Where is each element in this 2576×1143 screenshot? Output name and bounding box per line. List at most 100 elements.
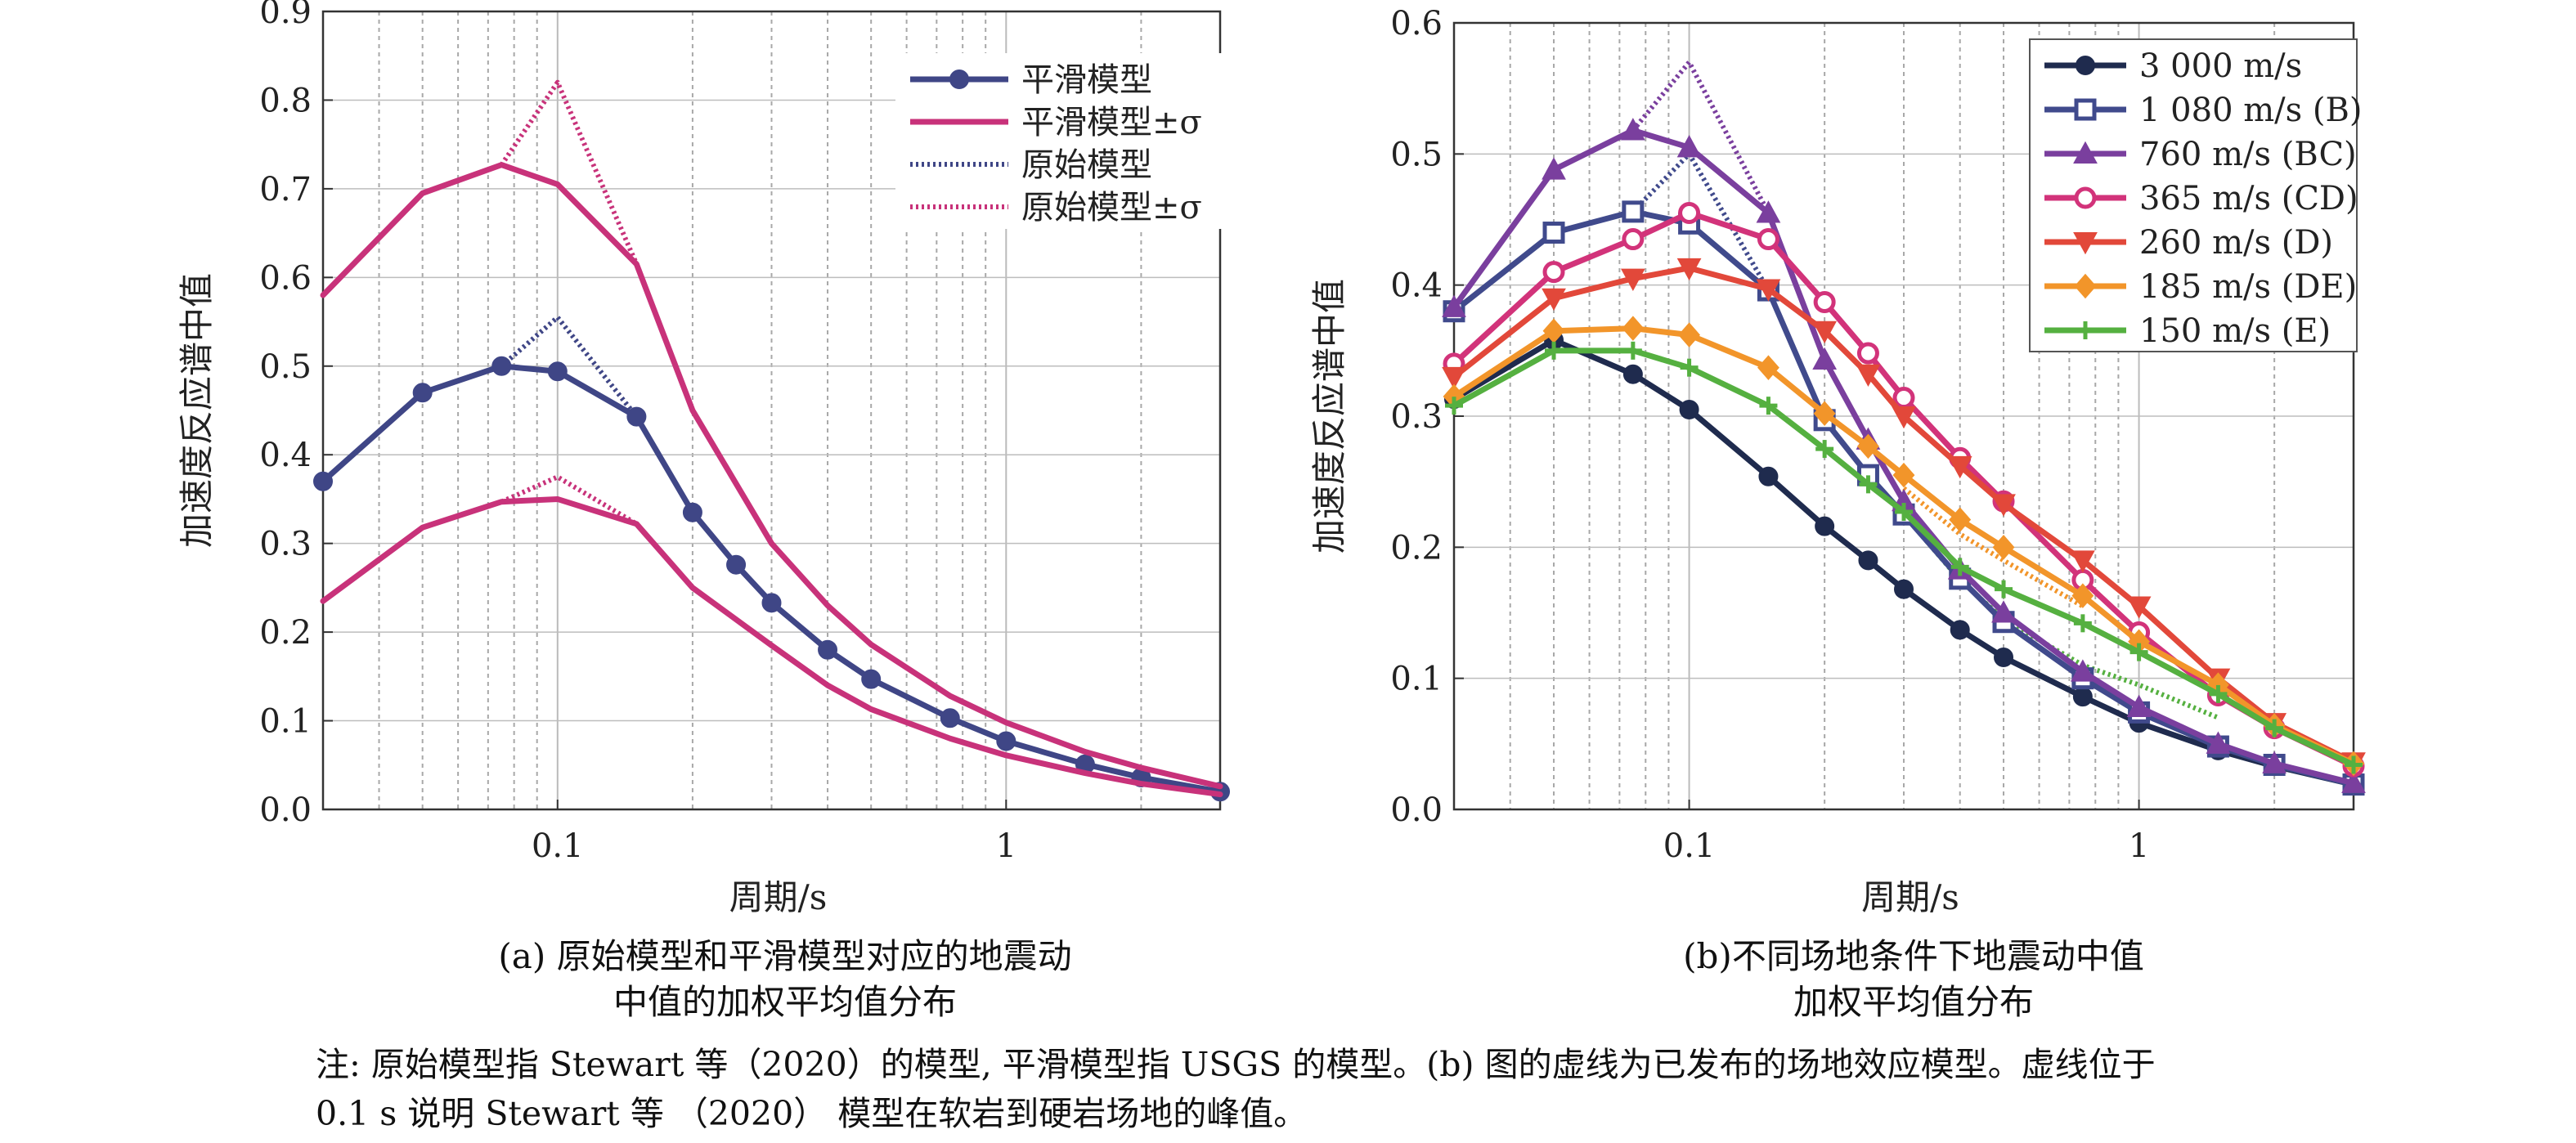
- c1-point: [2126, 596, 2152, 619]
- c1-point: [2070, 659, 2095, 682]
- c1-ytick-label: 0.1: [1390, 661, 1443, 698]
- c1-point: [1995, 580, 2013, 598]
- c1-series-4: [1442, 258, 2366, 775]
- c0-series-line: [499, 79, 640, 266]
- c1-series-line: [1631, 60, 1771, 214]
- c0-ytick-label: 0.1: [259, 703, 312, 741]
- c1-point: [2073, 141, 2098, 164]
- c1-point: [1894, 579, 1914, 599]
- c0-xtick-label: 1: [996, 827, 1016, 865]
- c1-point: [1813, 401, 1836, 427]
- c1-point: [1757, 355, 1779, 380]
- c1-point: [2071, 583, 2094, 608]
- c1-point: [1858, 550, 1878, 571]
- c1-series-5: [1443, 316, 2365, 777]
- c1-point: [1759, 397, 1778, 415]
- c0-ytick-label: 0.9: [259, 0, 312, 31]
- c1-point: [1991, 600, 2016, 623]
- c1-point: [2129, 643, 2148, 661]
- c0-point: [940, 708, 960, 728]
- c1-point: [1442, 294, 1466, 317]
- c1-point: [1622, 364, 1643, 384]
- c1-point: [2070, 550, 2095, 573]
- c1-point: [1622, 316, 1645, 341]
- c1-legend-label: 150 m/s (E): [2139, 312, 2331, 350]
- c1-point: [1812, 347, 1838, 370]
- c1-legend-label: 365 m/s (CD): [2139, 180, 2358, 217]
- caption-a-line1: (a) 原始模型和平滑模型对应的地震动: [498, 936, 1072, 976]
- caption-a: (a) 原始模型和平滑模型对应的地震动 中值的加权平均值分布: [323, 934, 1247, 1025]
- c1-point: [2074, 273, 2097, 299]
- c1-ytick-label: 0.0: [1390, 791, 1443, 829]
- c1-point: [2265, 719, 2284, 737]
- c1-ytick-label: 0.3: [1390, 398, 1443, 436]
- c1-point: [1758, 466, 1779, 486]
- c1-point: [2076, 321, 2094, 339]
- c1-point: [1859, 475, 1878, 494]
- c0-legend-label: 原始模型±σ: [1021, 189, 1202, 226]
- c0-point: [412, 383, 433, 403]
- c1-point: [1856, 342, 1879, 365]
- c0-series-line: [500, 315, 639, 419]
- c0-point: [313, 471, 333, 491]
- chart-b: 0.0 0.1 0.2 0.3 0.4 0.5 0.6 0.1 1 周期/s 加速度反应谱中值 3 0…: [1309, 5, 2366, 917]
- c1-point: [2074, 98, 2097, 121]
- c0-point: [547, 361, 568, 382]
- c0-series-4: [499, 79, 640, 266]
- c0-series-line: [320, 162, 1223, 790]
- c1-ytick-label: 0.6: [1390, 5, 1443, 43]
- c1-point: [2073, 232, 2098, 255]
- c1-xtick-label: 1: [2129, 827, 2149, 865]
- c0-xtick-label: 0.1: [532, 827, 584, 865]
- c1-point: [1815, 516, 1835, 536]
- c1-point: [1545, 341, 1564, 360]
- c1-legend-label: 185 m/s (DE): [2139, 268, 2357, 306]
- c0-series-5: [500, 474, 638, 527]
- c1-point: [1542, 288, 1566, 311]
- c0-point: [726, 554, 747, 575]
- c1-xlabel: 周期/s: [1861, 877, 1959, 917]
- c0-ylabel: 加速度反应谱中值: [177, 273, 217, 548]
- c0-point: [626, 406, 647, 427]
- c1-point: [1892, 406, 1916, 429]
- c1-point: [1950, 620, 1970, 640]
- c0-grid: [323, 11, 1220, 809]
- c1-point: [1812, 320, 1838, 344]
- caption-b-line1: (b)不同场地条件下地震动中值: [1683, 936, 2144, 976]
- c1-legend-label: 260 m/s (D): [2139, 224, 2333, 262]
- c0-series-3: [500, 315, 639, 419]
- c1-series-8: [1631, 60, 1771, 214]
- c1-point: [1992, 535, 2015, 560]
- c1-point: [1676, 258, 1702, 281]
- c1-point: [1620, 268, 1645, 291]
- c1-point: [1950, 558, 1969, 576]
- c1-xtick-label: 0.1: [1663, 827, 1716, 865]
- c0-point: [761, 593, 782, 613]
- c1-point: [1620, 118, 1645, 141]
- c0-ytick-label: 0.5: [259, 348, 312, 386]
- c0-point: [818, 639, 838, 660]
- c1-point: [1892, 462, 1915, 488]
- c1-point: [1994, 648, 2014, 668]
- c1-point: [1892, 387, 1915, 410]
- c1-series-6: [1445, 341, 2363, 774]
- c0-legend-label: 平滑模型±σ: [1021, 104, 1202, 141]
- c1-point: [1622, 228, 1645, 251]
- c0-ytick-label: 0.8: [259, 82, 312, 119]
- c1-point: [2073, 614, 2092, 633]
- c1-point: [1949, 507, 1972, 532]
- c1-point: [1442, 366, 1466, 390]
- c1-point: [1676, 135, 1702, 158]
- c0-series-line: [320, 495, 1223, 798]
- c1-point: [1756, 200, 1781, 223]
- c0-series-1: [320, 162, 1223, 790]
- c1-point: [1542, 261, 1565, 284]
- note-line1: 注: 原始模型指 Stewart 等（2020）的模型, 平滑模型指 USGS …: [316, 1045, 2156, 1084]
- c1-point: [1757, 228, 1779, 251]
- c1-point: [1947, 455, 1972, 479]
- c1-point: [2341, 770, 2366, 793]
- c1-legend: 3 000 m/s 1 080 m/s (B) 760 m/s (BC) 365 m/…: [2029, 38, 2362, 352]
- c1-ytick-label: 0.5: [1390, 136, 1443, 173]
- c0-ytick-label: 0.0: [259, 791, 312, 829]
